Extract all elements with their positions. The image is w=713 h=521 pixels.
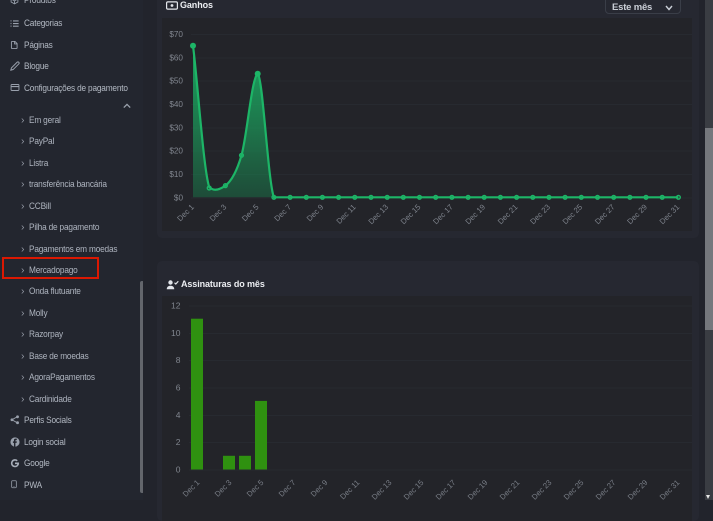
svg-text:Dec 27: Dec 27 bbox=[594, 478, 618, 502]
svg-text:$0: $0 bbox=[174, 193, 184, 202]
svg-text:Dec 21: Dec 21 bbox=[496, 203, 520, 227]
svg-text:4: 4 bbox=[176, 410, 181, 420]
svg-text:Dec 31: Dec 31 bbox=[658, 478, 682, 502]
svg-text:Dec 19: Dec 19 bbox=[466, 478, 490, 502]
svg-text:Dec 15: Dec 15 bbox=[399, 203, 423, 227]
svg-text:Dec 3: Dec 3 bbox=[213, 478, 234, 499]
svg-text:Dec 1: Dec 1 bbox=[181, 478, 202, 499]
svg-text:Dec 5: Dec 5 bbox=[240, 203, 261, 224]
svg-text:Dec 23: Dec 23 bbox=[530, 478, 554, 502]
svg-text:Dec 3: Dec 3 bbox=[208, 203, 229, 224]
svg-text:Dec 7: Dec 7 bbox=[277, 478, 298, 499]
svg-text:$20: $20 bbox=[169, 147, 183, 156]
svg-text:$60: $60 bbox=[169, 53, 183, 62]
svg-text:Dec 9: Dec 9 bbox=[309, 478, 330, 499]
svg-text:8: 8 bbox=[176, 355, 181, 365]
svg-text:6: 6 bbox=[176, 383, 181, 393]
svg-text:Dec 17: Dec 17 bbox=[434, 478, 458, 502]
svg-text:Dec 11: Dec 11 bbox=[335, 203, 358, 226]
svg-text:0: 0 bbox=[176, 465, 181, 475]
svg-text:12: 12 bbox=[171, 300, 181, 310]
svg-text:$70: $70 bbox=[169, 30, 183, 39]
svg-text:Dec 5: Dec 5 bbox=[245, 478, 266, 499]
svg-text:Dec 25: Dec 25 bbox=[561, 203, 585, 227]
svg-text:Dec 29: Dec 29 bbox=[625, 203, 649, 227]
svg-text:Dec 17: Dec 17 bbox=[431, 203, 455, 227]
svg-text:$50: $50 bbox=[169, 77, 183, 86]
svg-text:Dec 11: Dec 11 bbox=[338, 478, 361, 501]
svg-text:Dec 29: Dec 29 bbox=[626, 478, 650, 502]
svg-text:Dec 21: Dec 21 bbox=[498, 478, 522, 502]
svg-text:Dec 7: Dec 7 bbox=[272, 203, 293, 224]
svg-text:$30: $30 bbox=[169, 123, 183, 132]
svg-text:Dec 13: Dec 13 bbox=[370, 478, 394, 502]
svg-text:Dec 23: Dec 23 bbox=[528, 203, 552, 227]
svg-text:Dec 9: Dec 9 bbox=[305, 203, 326, 224]
svg-text:$10: $10 bbox=[169, 170, 183, 179]
svg-text:Dec 1: Dec 1 bbox=[175, 203, 196, 224]
svg-text:Dec 31: Dec 31 bbox=[658, 203, 682, 227]
svg-text:Dec 25: Dec 25 bbox=[562, 478, 586, 502]
svg-text:2: 2 bbox=[176, 437, 181, 447]
svg-text:Dec 13: Dec 13 bbox=[367, 203, 391, 227]
svg-text:Dec 19: Dec 19 bbox=[464, 203, 488, 227]
svg-text:Dec 27: Dec 27 bbox=[593, 203, 617, 227]
svg-text:$40: $40 bbox=[169, 100, 183, 109]
svg-text:10: 10 bbox=[171, 328, 181, 338]
svg-text:Dec 15: Dec 15 bbox=[402, 478, 426, 502]
